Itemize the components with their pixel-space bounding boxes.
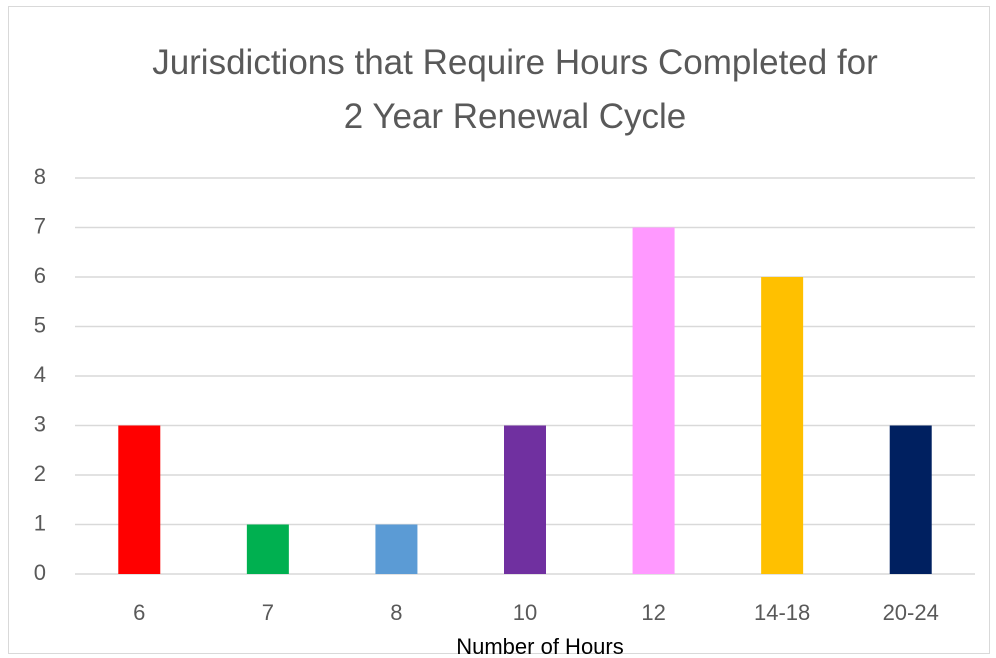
bar <box>246 524 289 574</box>
x-tick-label: 14-18 <box>754 600 810 625</box>
y-tick-label: 1 <box>34 510 46 535</box>
x-tick-label: 12 <box>641 600 665 625</box>
bar <box>632 227 675 574</box>
x-tick-label: 10 <box>513 600 537 625</box>
y-tick-label: 3 <box>34 411 46 436</box>
x-axis-label: Number of Hours <box>456 634 624 658</box>
x-tick-label: 20-24 <box>883 600 939 625</box>
y-tick-label: 6 <box>34 263 46 288</box>
y-tick-label: 7 <box>34 213 46 238</box>
chart-frame <box>8 6 990 654</box>
y-tick-label: 4 <box>34 362 46 387</box>
bar <box>375 524 418 574</box>
x-tick-label: 6 <box>133 600 145 625</box>
x-tick-label: 7 <box>262 600 274 625</box>
bar <box>118 425 161 574</box>
bar <box>504 425 546 574</box>
y-tick-label: 0 <box>34 560 46 585</box>
y-tick-label: 8 <box>34 164 46 189</box>
y-tick-label: 5 <box>34 312 46 337</box>
bar <box>761 277 804 574</box>
x-tick-label: 8 <box>390 600 402 625</box>
y-tick-label: 2 <box>34 461 46 486</box>
chart-title: Jurisdictions that Require Hours Complet… <box>152 43 878 136</box>
bar <box>889 425 932 574</box>
